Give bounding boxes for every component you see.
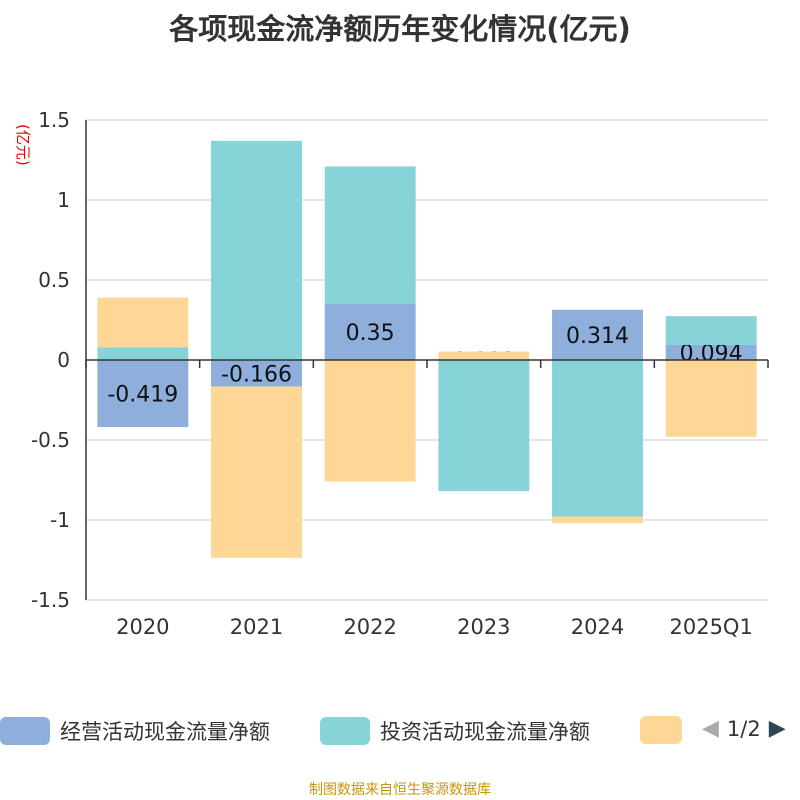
bar-1-2025Q1 [665,316,757,345]
bar-0-2024 [552,309,643,360]
legend-item-investing[interactable]: 投资活动现金流量净额 [320,716,590,746]
chart-title: 各项现金流净额历年变化情况(亿元) [169,12,631,46]
bar-2-2024 [552,516,643,524]
bar-0-2020 [97,360,189,428]
y-tick-label: 1.5 [38,108,70,132]
stacked-bar-chart: 1.510.50-0.5-1-1.5-0.419-0.1660.350.0030… [31,108,769,639]
bar-1-2020 [97,347,189,360]
legend: 经营活动现金流量净额 投资活动现金流量净额 ◀ 1/2 ▶ [0,716,800,756]
legend-next-page-icon[interactable]: ▶ [768,716,786,741]
data-label: -0.166 [221,362,292,387]
bar-0-2021 [211,360,302,387]
legend-swatch [0,717,50,745]
bar-2-2023 [438,351,530,360]
bar-1-2024 [552,360,643,517]
y-tick-label: -1 [50,508,70,532]
bar-1-2022 [324,166,416,304]
bar-1-2021 [211,140,302,360]
data-source: 制图数据来自恒生聚源数据库 [309,782,491,798]
legend-prev-page-icon[interactable]: ◀ [702,716,719,741]
x-tick-label: 2023 [457,615,510,639]
bar-2-2025Q1 [665,360,757,437]
data-label: 0.314 [566,324,629,349]
x-tick-label: 2025Q1 [669,615,752,639]
x-tick-label: 2021 [230,615,283,639]
bar-0-2025Q1 [665,344,757,360]
y-tick-label: 0 [57,348,70,372]
x-tick-label: 2022 [343,615,396,639]
legend-swatch [640,716,682,744]
y-tick-label: 0.5 [38,268,70,292]
data-label: 0.35 [346,321,395,346]
legend-label: 经营活动现金流量净额 [60,720,270,744]
x-tick-label: 2020 [116,615,169,639]
y-tick-label: -1.5 [31,588,70,612]
x-tick-label: 2024 [571,615,624,639]
y-tick-label: 1 [57,188,70,212]
bar-0-2022 [324,304,416,360]
bar-1-2023 [438,360,530,492]
legend-item-operating[interactable]: 经营活动现金流量净额 [0,716,270,746]
bar-2-2021 [211,386,302,558]
bar-2-2020 [97,297,189,348]
legend-item-financing[interactable] [640,716,682,744]
legend-label: 投资活动现金流量净额 [380,720,590,744]
y-tick-label: -0.5 [31,428,70,452]
data-label: -0.419 [107,383,178,408]
bar-2-2022 [324,360,416,482]
legend-swatch [320,717,370,745]
legend-page-indicator: 1/2 [726,716,761,741]
